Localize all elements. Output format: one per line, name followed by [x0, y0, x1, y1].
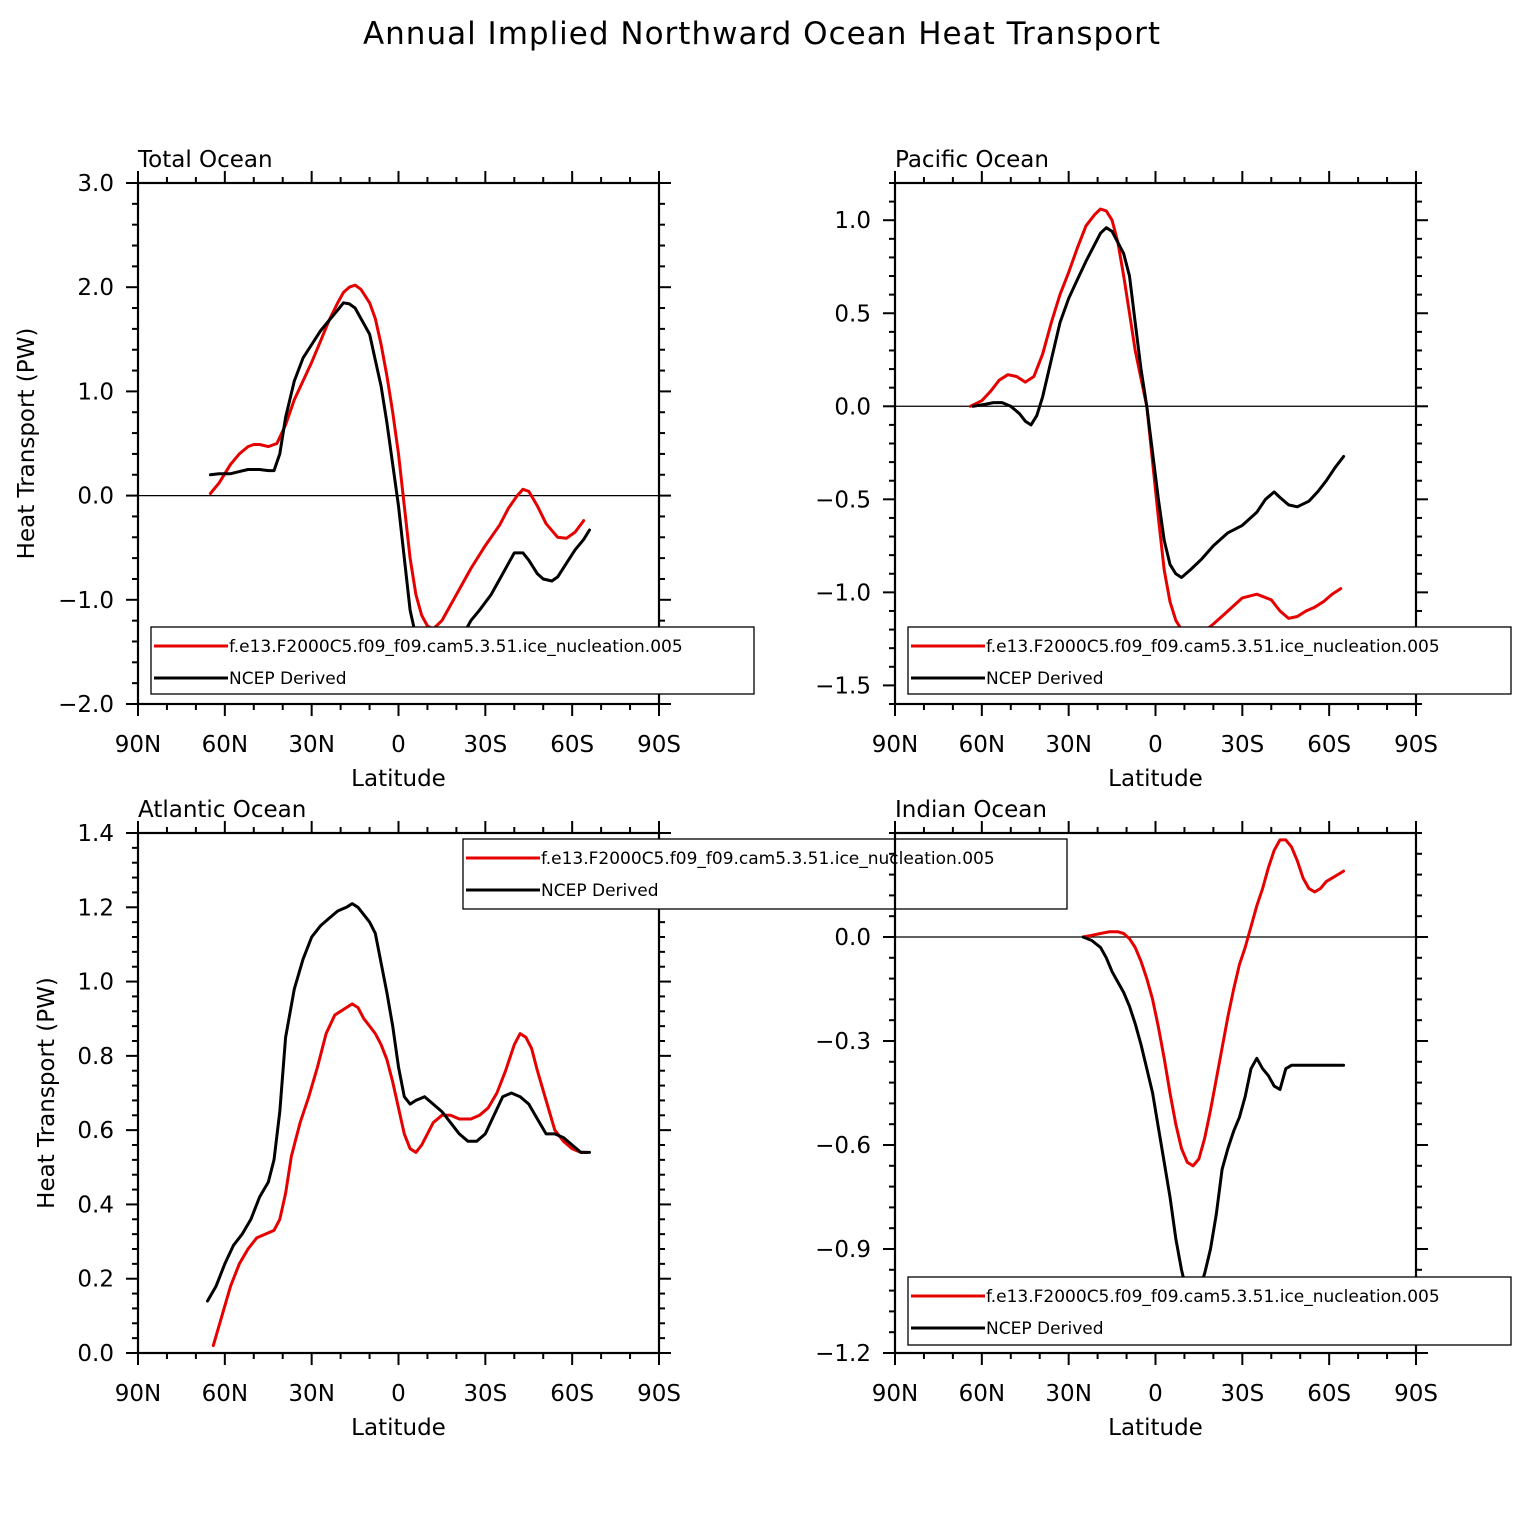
ncep-series-line [208, 301, 591, 673]
legend-box [150, 626, 755, 695]
x-tick-label: 60N [959, 732, 1005, 758]
legend-box [907, 1276, 1512, 1346]
legend-ncep-label: NCEP Derived [986, 669, 1104, 689]
y-tick-label: 2.0 [77, 275, 114, 301]
ncep-series-line [971, 226, 1346, 579]
x-axis-label: Latitude [1108, 1415, 1203, 1441]
y-tick-label: −0.9 [815, 1237, 871, 1263]
panel-title: Total Ocean [137, 147, 273, 173]
x-axis-label: Latitude [351, 766, 446, 792]
x-tick-label: 30N [288, 732, 334, 758]
panel-2: Pacific Ocean 90N 60N 30N 0 30S 60S 90S −1.5 −1.0… [815, 147, 1512, 792]
x-tick-label: 0 [1148, 1381, 1163, 1407]
y-tick-label: −0.3 [815, 1029, 871, 1055]
legend: f.e13.F2000C5.f09_f09.cam5.3.51.ice_nucl… [907, 1276, 1512, 1346]
x-tick-label: 30N [288, 1381, 334, 1407]
y-tick-label: −1.0 [815, 580, 871, 606]
y-tick-label: 0.6 [77, 1118, 114, 1144]
legend-ncep-label: NCEP Derived [229, 669, 347, 689]
x-tick-label: 30N [1045, 732, 1091, 758]
x-tick-label: 60S [550, 732, 594, 758]
x-axis-label: Latitude [351, 1415, 446, 1441]
x-tick-label: 0 [391, 1381, 406, 1407]
model-series-line [1081, 838, 1346, 1168]
legend: f.e13.F2000C5.f09_f09.cam5.3.51.ice_nucl… [907, 626, 1512, 695]
panel-title: Atlantic Ocean [138, 797, 306, 823]
model-series-line [211, 1002, 589, 1348]
x-tick-label: 60S [1307, 1381, 1351, 1407]
x-tick-label: 90S [637, 732, 681, 758]
x-tick-label: 0 [391, 732, 406, 758]
legend-ncep-label: NCEP Derived [541, 881, 659, 901]
x-tick-label: 60S [1307, 732, 1351, 758]
x-tick-label: 30N [1045, 1381, 1091, 1407]
x-tick-label: 90N [872, 1381, 918, 1407]
legend-model-label: f.e13.F2000C5.f09_f09.cam5.3.51.ice_nucl… [229, 637, 683, 657]
legend-model-label: f.e13.F2000C5.f09_f09.cam5.3.51.ice_nucl… [541, 849, 995, 869]
panel-1: Total Ocean 90N 60N 30N 0 30S 60S 90S −2.0 −1.0 0.… [14, 147, 755, 792]
legend-box [462, 838, 1068, 910]
x-tick-label: 90S [1394, 732, 1438, 758]
x-tick-label: 90N [115, 1381, 161, 1407]
x-tick-label: 60N [202, 732, 248, 758]
y-tick-label: −2.0 [58, 692, 114, 718]
x-tick-label: 30S [463, 1381, 507, 1407]
x-tick-label: 30S [1220, 1381, 1264, 1407]
y-tick-label: 0.2 [77, 1267, 114, 1293]
legend-ncep-label: NCEP Derived [986, 1319, 1104, 1339]
x-tick-label: 90S [1394, 1381, 1438, 1407]
y-tick-label: −0.5 [815, 487, 871, 513]
y-tick-label: 1.2 [77, 895, 114, 921]
y-tick-label: −1.5 [815, 673, 871, 699]
x-tick-label: 90N [115, 732, 161, 758]
y-tick-label: 0.8 [77, 1044, 114, 1070]
panel-title: Indian Ocean [895, 797, 1047, 823]
panel-title: Pacific Ocean [895, 147, 1049, 173]
x-tick-label: 0 [1148, 732, 1163, 758]
x-tick-label: 60S [550, 1381, 594, 1407]
legend-box [907, 626, 1512, 695]
model-series-line [208, 283, 586, 631]
legend-model-label: f.e13.F2000C5.f09_f09.cam5.3.51.ice_nucl… [986, 637, 1440, 657]
y-tick-label: 0.0 [77, 484, 114, 510]
ncep-series-line [1081, 935, 1346, 1303]
panels: Total Ocean 90N 60N 30N 0 30S 60S 90S −2.0 −1.0 0.… [14, 147, 1512, 1441]
y-tick-label: 1.0 [77, 970, 114, 996]
y-tick-label: 1.4 [77, 821, 114, 847]
y-tick-label: 3.0 [77, 171, 114, 197]
y-tick-label: 0.0 [77, 1341, 114, 1367]
y-tick-label: −1.2 [815, 1341, 871, 1367]
y-axis-label: Heat Transport (PW) [34, 977, 60, 1209]
legend: f.e13.F2000C5.f09_f09.cam5.3.51.ice_nucl… [462, 838, 1068, 910]
x-axis-label: Latitude [1108, 766, 1203, 792]
panel-3: Atlantic Ocean 90N 60N 30N 0 30S 60S 90S 0.0 0.2 0… [34, 797, 1068, 1441]
x-tick-label: 60N [202, 1381, 248, 1407]
panel-4: Indian Ocean 90N 60N 30N 0 30S 60S 90S −1.2 −0.9 −… [815, 797, 1512, 1441]
y-tick-label: 1.0 [77, 379, 114, 405]
y-tick-label: 0.4 [77, 1192, 114, 1218]
x-tick-label: 90N [872, 732, 918, 758]
y-tick-label: 0.0 [834, 925, 871, 951]
x-tick-label: 30S [463, 732, 507, 758]
legend: f.e13.F2000C5.f09_f09.cam5.3.51.ice_nucl… [150, 626, 755, 695]
figure-title: Annual Implied Northward Ocean Heat Tran… [363, 16, 1161, 52]
y-tick-label: −0.6 [815, 1133, 871, 1159]
y-tick-label: 1.0 [834, 208, 871, 234]
legend-model-label: f.e13.F2000C5.f09_f09.cam5.3.51.ice_nucl… [986, 1287, 1440, 1307]
x-tick-label: 90S [637, 1381, 681, 1407]
x-tick-label: 30S [1220, 732, 1264, 758]
y-tick-label: 0.5 [834, 301, 871, 327]
x-tick-label: 60N [959, 1381, 1005, 1407]
ncep-series-line [206, 902, 591, 1303]
y-axis-label: Heat Transport (PW) [14, 328, 40, 560]
y-tick-label: −1.0 [58, 588, 114, 614]
y-tick-label: 0.0 [834, 394, 871, 420]
